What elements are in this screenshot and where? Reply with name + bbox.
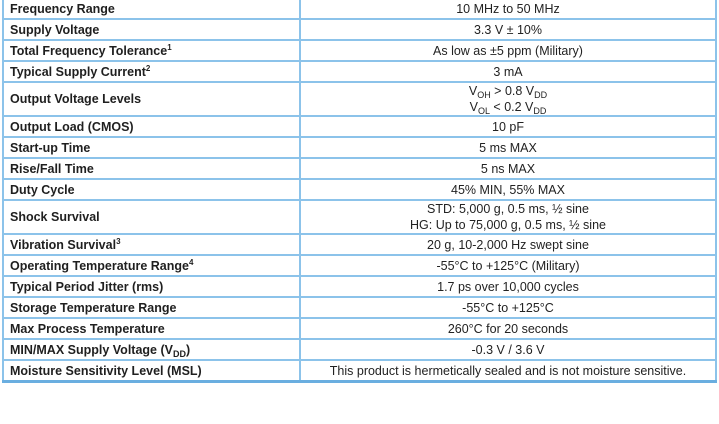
value-cell: 45% MIN, 55% MAX [299,178,717,201]
value-cell: 3.3 V ± 10% [299,18,717,41]
specifications-table: Frequency Range 10 MHz to 50 MHz Supply V… [2,0,717,383]
value-cell: 10 pF [299,115,717,138]
value-cell: 5 ns MAX [299,157,717,180]
param-cell: Max Process Temperature [2,317,301,340]
value-cell: 20 g, 10-2,000 Hz swept sine [299,233,717,256]
value-cell: -0.3 V / 3.6 V [299,338,717,361]
param-cell: Duty Cycle [2,178,301,201]
param-cell: Operating Temperature Range4 [2,254,301,277]
param-cell: Typical Period Jitter (rms) [2,275,301,298]
footnote-ref: 1 [167,42,172,52]
table-row: Moisture Sensitivity Level (MSL) This pro… [2,359,717,383]
param-cell: Output Load (CMOS) [2,115,301,138]
value-cell: 5 ms MAX [299,136,717,159]
value-cell: -55°C to +125°C [299,296,717,319]
value-cell: VOH > 0.8 VDD VOL < 0.2 VDD [299,81,717,117]
table-row: Output Voltage Levels VOH > 0.8 VDD VOL … [2,81,717,117]
table-row: Operating Temperature Range4 -55°C to +12… [2,254,717,277]
table-row: Total Frequency Tolerance1 As low as ±5 p… [2,39,717,62]
value-cell: 260°C for 20 seconds [299,317,717,340]
footnote-ref: 4 [188,257,194,267]
table-row: Vibration Survival3 20 g, 10-2,000 Hz swe… [2,233,717,256]
param-cell: Vibration Survival3 [2,233,301,256]
footnote-ref: 2 [145,63,151,73]
table-row: Duty Cycle 45% MIN, 55% MAX [2,178,717,201]
table-row: Typical Period Jitter (rms) 1.7 ps over 1… [2,275,717,298]
table-row: Typical Supply Current2 3 mA [2,60,717,83]
param-cell: Start-up Time [2,136,301,159]
subscript: DD [172,348,186,359]
param-cell: Supply Voltage [2,18,301,41]
table-row: Frequency Range 10 MHz to 50 MHz [2,0,717,20]
value-cell: STD: 5,000 g, 0.5 ms, ½ sine HG: Up to 7… [299,199,717,235]
param-cell: Frequency Range [2,0,301,20]
value-line: HG: Up to 75,000 g, 0.5 ms, ½ sine [410,218,606,232]
param-label: MIN/MAX Supply Voltage (V [10,342,173,357]
value-cell: -55°C to +125°C (Military) [299,254,717,277]
param-cell: Rise/Fall Time [2,157,301,180]
param-label: Operating Temperature Range [10,258,189,273]
param-cell: MIN/MAX Supply Voltage (VDD) [2,338,301,361]
param-label: Total Frequency Tolerance [10,43,168,58]
param-cell: Typical Supply Current2 [2,60,301,83]
param-cell: Moisture Sensitivity Level (MSL) [2,359,301,383]
value-cell: As low as ±5 ppm (Military) [299,39,717,62]
table-row: Output Load (CMOS) 10 pF [2,115,717,138]
value-line: VOL < 0.2 VDD [469,100,547,116]
table-row: Max Process Temperature 260°C for 20 seco… [2,317,717,340]
param-cell: Storage Temperature Range [2,296,301,319]
value-line: VOH > 0.8 VDD [468,84,548,100]
param-cell: Output Voltage Levels [2,81,301,117]
param-label: Vibration Survival [10,237,117,252]
value-cell: 10 MHz to 50 MHz [299,0,717,20]
param-label: Typical Supply Current [10,64,146,79]
param-cell: Total Frequency Tolerance1 [2,39,301,62]
table-row: Rise/Fall Time 5 ns MAX [2,157,717,180]
value-cell: This product is hermetically sealed and … [299,359,717,383]
param-cell: Shock Survival [2,199,301,235]
table-row: MIN/MAX Supply Voltage (VDD) -0.3 V / 3.6… [2,338,717,361]
param-label-end: ) [185,342,191,357]
value-cell: 3 mA [299,60,717,83]
table-row: Supply Voltage 3.3 V ± 10% [2,18,717,41]
table-row: Start-up Time 5 ms MAX [2,136,717,159]
footnote-ref: 3 [116,236,121,246]
table-row: Storage Temperature Range -55°C to +125°C [2,296,717,319]
value-cell: 1.7 ps over 10,000 cycles [299,275,717,298]
table-row: Shock Survival STD: 5,000 g, 0.5 ms, ½ s… [2,199,717,235]
value-line: STD: 5,000 g, 0.5 ms, ½ sine [427,202,589,216]
